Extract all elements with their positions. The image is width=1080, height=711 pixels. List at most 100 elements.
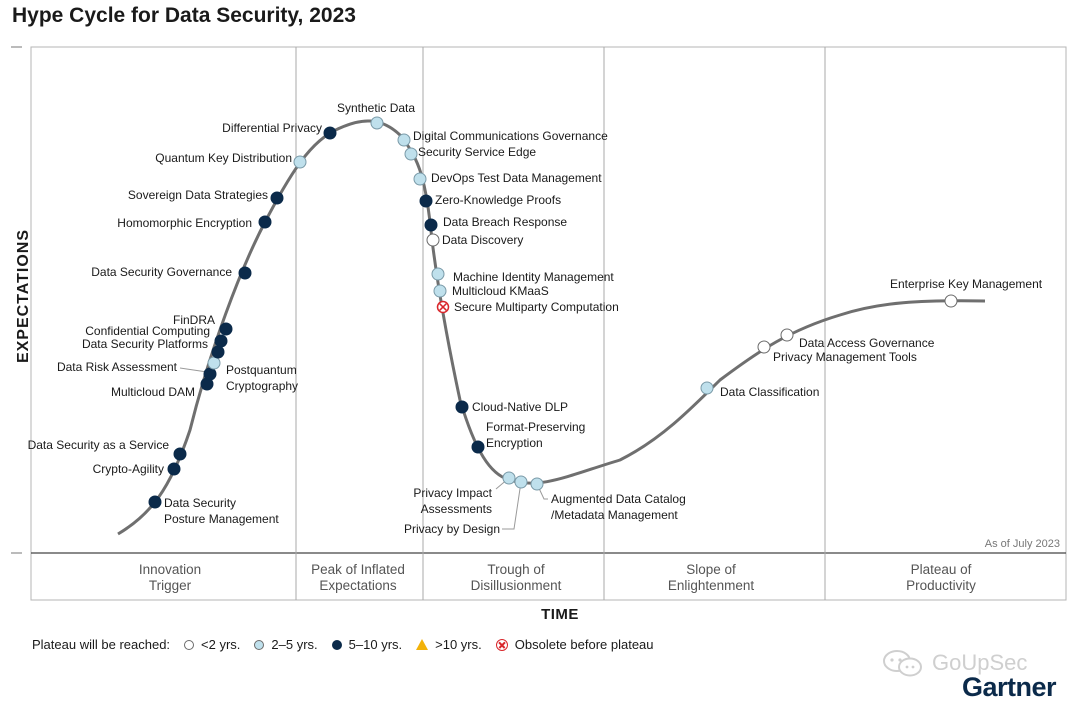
marker-data-classification: [700, 381, 714, 395]
label-synthetic-data: Synthetic Data: [337, 101, 415, 115]
legend-5to10-label: 5–10 yrs.: [348, 637, 403, 652]
as-of-label: As of July 2023: [985, 538, 1060, 550]
chart-title: Hype Cycle for Data Security, 2023: [12, 4, 356, 27]
marker-cloud-native-dlp: [455, 400, 469, 414]
phase-label-slope-0: Slope of: [686, 562, 736, 577]
marker-format-preserving-encryption: [471, 440, 485, 454]
marker-postquantum-cryptography: [207, 356, 221, 370]
phase-dividers: [295, 47, 826, 600]
watermark-text: GoUpSec: [932, 650, 1028, 675]
marker-privacy-management-tools: [757, 340, 771, 354]
leader-privacy-by-design: [502, 481, 522, 530]
label-homomorphic-encryption: Homomorphic Encryption: [117, 216, 252, 230]
legend-item-lt2: <2 yrs.: [184, 637, 240, 652]
label-privacy-impact-assessments-0: Privacy Impact: [413, 486, 492, 500]
x-axis-label: TIME: [541, 606, 579, 623]
label-privacy-by-design: Privacy by Design: [404, 522, 500, 536]
legend-item-obsolete: Obsolete before plateau: [495, 637, 654, 652]
label-data-classification: Data Classification: [720, 385, 819, 399]
marker-crypto-agility: [167, 462, 181, 476]
label-privacy-impact-assessments-1: Assessments: [421, 502, 492, 516]
label-confidential-computing: Confidential Computing: [85, 324, 210, 338]
marker-machine-identity-management: [431, 267, 445, 281]
marker-sovereign-data-strategies: [270, 191, 284, 205]
label-format-preserving-encryption-1: Encryption: [486, 436, 543, 450]
label-machine-identity-management: Machine Identity Management: [453, 270, 614, 284]
legend-title: Plateau will be reached:: [32, 637, 171, 652]
phase-label-peak-0: Peak of Inflated: [311, 562, 405, 577]
label-data-breach-response: Data Breach Response: [443, 215, 567, 229]
marker-data-risk-assessment: [203, 367, 217, 381]
label-devops-test-data-management: DevOps Test Data Management: [431, 171, 602, 185]
marker-augmented-data-catalog-metadata-management: [530, 477, 544, 491]
marker-digital-communications-governance: [397, 133, 411, 147]
label-zero-knowledge-proofs: Zero-Knowledge Proofs: [435, 193, 561, 207]
label-quantum-key-distribution: Quantum Key Distribution: [155, 151, 292, 165]
watermark: GoUpSec: [880, 648, 1027, 678]
marker-privacy-by-design: [514, 475, 528, 489]
marker-secure-multiparty-computation: [436, 300, 450, 314]
label-security-service-edge: Security Service Edge: [418, 145, 536, 159]
label-secure-multiparty-computation: Secure Multiparty Computation: [454, 300, 619, 314]
marker-data-security-governance: [238, 266, 252, 280]
label-data-access-governance: Data Access Governance: [799, 336, 935, 350]
marker-data-security-platforms: [211, 345, 225, 359]
legend-obsolete-x-icon: [495, 638, 508, 651]
phase-label-peak-1: Expectations: [319, 578, 397, 593]
legend-gt10-label: >10 yrs.: [435, 637, 482, 652]
label-postquantum-cryptography-1: Cryptography: [226, 379, 298, 393]
label-crypto-agility: Crypto-Agility: [93, 462, 164, 476]
legend-2to5-icon: [254, 639, 265, 650]
phase-label-plateau-1: Productivity: [906, 578, 976, 593]
label-digital-communications-governance: Digital Communications Governance: [413, 129, 608, 143]
label-multicloud-dam: Multicloud DAM: [111, 385, 195, 399]
label-data-security-governance: Data Security Governance: [91, 265, 232, 279]
label-multicloud-kmaas: Multicloud KMaaS: [452, 284, 549, 298]
label-data-security-posture-management-0: Data Security: [164, 496, 236, 510]
label-sovereign-data-strategies: Sovereign Data Strategies: [128, 188, 268, 202]
chat-bubbles-icon: [883, 650, 922, 677]
data-labels: Data Security Posture Management Crypto-Ag…: [28, 101, 1043, 536]
marker-synthetic-data: [370, 116, 384, 130]
legend-lt2-icon: [184, 639, 195, 650]
phase-label-innovation-0: Innovation: [139, 562, 201, 577]
label-differential-privacy: Differential Privacy: [222, 121, 322, 135]
legend-lt2-label: <2 yrs.: [201, 637, 241, 652]
label-data-security-as-a-service: Data Security as a Service: [28, 438, 170, 452]
marker-security-service-edge: [404, 147, 418, 161]
marker-findra: [219, 322, 233, 336]
marker-data-breach-response: [424, 218, 438, 232]
label-cloud-native-dlp: Cloud-Native DLP: [472, 400, 568, 414]
marker-multicloud-kmaas: [433, 284, 447, 298]
plot-frame: [30, 46, 1067, 601]
phase-label-slope-1: Enlightenment: [668, 578, 755, 593]
data-markers: [148, 116, 958, 509]
legend: Plateau will be reached: <2 yrs. 2–5 yrs…: [32, 637, 654, 652]
marker-devops-test-data-management: [413, 172, 427, 186]
marker-enterprise-key-management: [944, 294, 958, 308]
marker-data-discovery: [426, 233, 440, 247]
label-data-risk-assessment: Data Risk Assessment: [57, 360, 178, 374]
phase-label-trough-0: Trough of: [487, 562, 545, 577]
legend-item-5to10: 5–10 yrs.: [331, 637, 403, 652]
marker-zero-knowledge-proofs: [419, 194, 433, 208]
leader-data-risk-assessment: [179, 367, 208, 373]
phase-label-innovation-1: Trigger: [149, 578, 192, 593]
legend-gt10-triangle-icon: [416, 639, 429, 650]
marker-confidential-computing: [214, 334, 228, 348]
label-postquantum-cryptography-0: Postquantum: [226, 363, 297, 377]
label-format-preserving-encryption-0: Format-Preserving: [486, 420, 585, 434]
label-privacy-management-tools: Privacy Management Tools: [773, 350, 917, 364]
label-augmented-data-catalog-metadata-management-1: /Metadata Management: [551, 508, 678, 522]
marker-data-security-as-a-service: [173, 447, 187, 461]
marker-homomorphic-encryption: [258, 215, 272, 229]
marker-data-security-posture-management: [148, 495, 162, 509]
marker-data-access-governance: [780, 328, 794, 342]
label-enterprise-key-management: Enterprise Key Management: [890, 277, 1043, 291]
marker-privacy-impact-assessments: [502, 471, 516, 485]
label-data-discovery: Data Discovery: [442, 233, 523, 247]
label-data-security-posture-management-1: Posture Management: [164, 512, 279, 526]
label-augmented-data-catalog-metadata-management-0: Augmented Data Catalog: [551, 492, 686, 506]
